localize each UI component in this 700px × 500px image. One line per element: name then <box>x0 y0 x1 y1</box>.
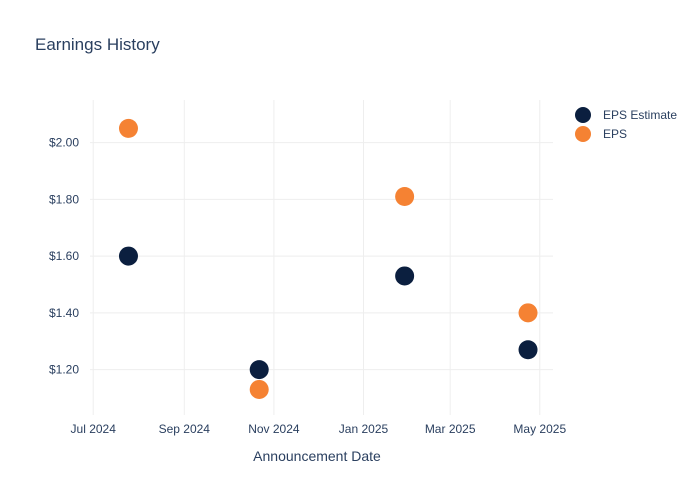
legend: EPS Estimate EPS <box>575 107 677 142</box>
x-axis-ticks: Jul 2024 Sep 2024 Nov 2024 Jan 2025 Mar 2025… <box>71 422 567 436</box>
eps-point[interactable] <box>118 118 138 138</box>
x-tick-label: Nov 2024 <box>248 422 300 436</box>
x-axis-title: Announcement Date <box>253 448 381 464</box>
y-tick-label: $1.60 <box>49 249 79 263</box>
data-points <box>118 118 538 399</box>
chart-title: Earnings History <box>35 35 160 54</box>
x-tick-label: Jul 2024 <box>71 422 117 436</box>
legend-label[interactable]: EPS <box>603 127 627 141</box>
eps-estimate-point[interactable] <box>118 246 138 266</box>
x-tick-label: Mar 2025 <box>425 422 476 436</box>
eps-estimate-point[interactable] <box>249 360 269 380</box>
y-tick-label: $1.40 <box>49 306 79 320</box>
y-tick-label: $1.20 <box>49 363 79 377</box>
legend-marker <box>575 126 591 142</box>
eps-estimate-point[interactable] <box>395 266 415 286</box>
eps-point[interactable] <box>249 379 269 399</box>
x-tick-label: Jan 2025 <box>339 422 389 436</box>
x-tick-label: May 2025 <box>513 422 566 436</box>
grid <box>90 100 553 415</box>
legend-label[interactable]: EPS Estimate <box>603 108 677 122</box>
eps-estimate-point[interactable] <box>518 340 538 360</box>
eps-point[interactable] <box>518 303 538 323</box>
x-tick-label: Sep 2024 <box>159 422 211 436</box>
legend-marker <box>575 107 591 123</box>
eps-point[interactable] <box>395 186 415 206</box>
y-tick-label: $2.00 <box>49 136 79 150</box>
y-axis-ticks: $1.20 $1.40 $1.60 $1.80 $2.00 <box>49 136 79 377</box>
y-tick-label: $1.80 <box>49 192 79 206</box>
